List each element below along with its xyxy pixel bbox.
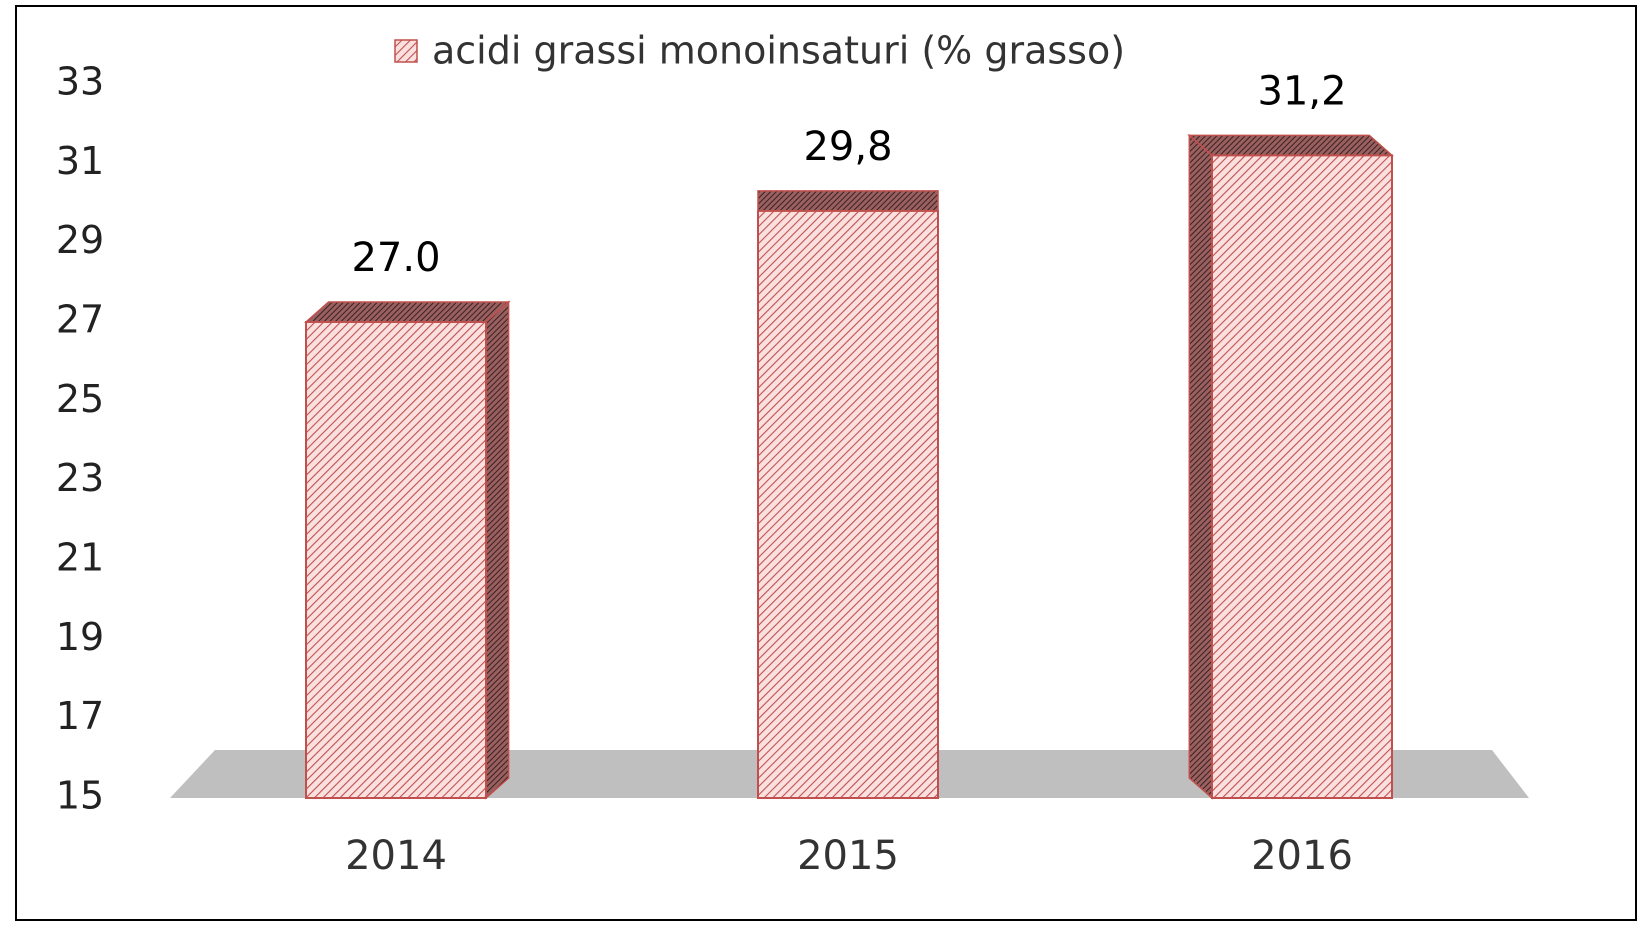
y-tick-label: 19	[56, 615, 104, 659]
bar-side	[485, 300, 510, 800]
bar	[305, 321, 487, 799]
value-label: 29,8	[803, 124, 892, 170]
y-tick-label: 25	[56, 377, 104, 421]
bar	[757, 209, 939, 799]
legend-label: acidi grassi monoinsaturi (% grasso)	[432, 29, 1125, 73]
x-tick-label: 2014	[345, 833, 447, 879]
legend-swatch	[394, 39, 418, 63]
x-tick-label: 2015	[797, 833, 899, 879]
bar-side	[1188, 133, 1213, 800]
y-tick-label: 33	[56, 60, 104, 104]
y-tick-label: 15	[56, 774, 104, 818]
y-tick-label: 27	[56, 298, 104, 342]
bar-top	[304, 301, 511, 323]
bar-top	[1187, 134, 1394, 157]
y-tick-label: 23	[56, 456, 104, 500]
bar-top	[757, 190, 939, 212]
x-tick-label: 2016	[1251, 833, 1353, 879]
y-tick-label: 17	[56, 694, 104, 738]
y-tick-label: 31	[56, 139, 104, 183]
value-label: 27.0	[351, 235, 440, 281]
y-tick-label: 29	[56, 218, 104, 262]
y-tick-label: 21	[56, 536, 104, 580]
bar	[1211, 154, 1393, 799]
value-label: 31,2	[1257, 68, 1346, 114]
